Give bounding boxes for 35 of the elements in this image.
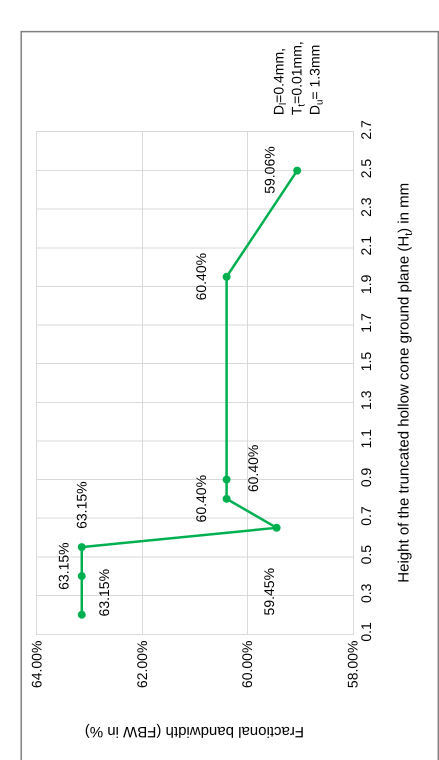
annotation: 60.40% <box>192 252 209 300</box>
y-tick-label: 1.1 <box>358 428 374 449</box>
y-tick-label: 1.7 <box>358 313 374 333</box>
point <box>293 166 302 175</box>
y-tick-label: 0.7 <box>358 506 374 526</box>
annotation: 60.40% <box>245 444 262 492</box>
x-tick-label: 64.00% <box>28 640 45 688</box>
point <box>272 524 281 532</box>
y-tick-label: 2.3 <box>358 197 374 217</box>
y-tick-label: 1.5 <box>358 352 374 372</box>
y-tick-label: 2.7 <box>358 120 374 140</box>
x-tick-label: 60.00% <box>239 640 256 688</box>
y-tick-label: 1.9 <box>358 274 374 294</box>
annotation: 60.40% <box>192 474 209 522</box>
point <box>222 272 231 281</box>
y-tick-label: 0.5 <box>358 544 374 564</box>
y-tick-label: 1.3 <box>358 390 374 410</box>
point <box>78 610 86 619</box>
annotation: 63.15% <box>96 568 112 616</box>
annotation: 59.06% <box>262 146 278 194</box>
point <box>78 543 86 552</box>
point <box>222 494 231 503</box>
y-tick-label: 2.5 <box>358 158 374 178</box>
y-tick-label: 0.1 <box>358 622 374 642</box>
annotation: 59.45% <box>260 568 277 616</box>
x-tick-label: 62.00% <box>134 640 150 688</box>
x-tick-label: 58.00% <box>344 640 361 688</box>
y-tick-label: 0.3 <box>358 583 374 604</box>
point <box>222 476 231 484</box>
point <box>78 572 86 580</box>
annotation: 63.15% <box>74 481 90 529</box>
x-axis-title: Fractional bandwidth (FBW in %) <box>84 722 304 740</box>
annotation: 63.15% <box>56 542 72 590</box>
y-tick-label: 2.1 <box>358 236 374 256</box>
y-tick-label: 0.9 <box>358 468 374 488</box>
